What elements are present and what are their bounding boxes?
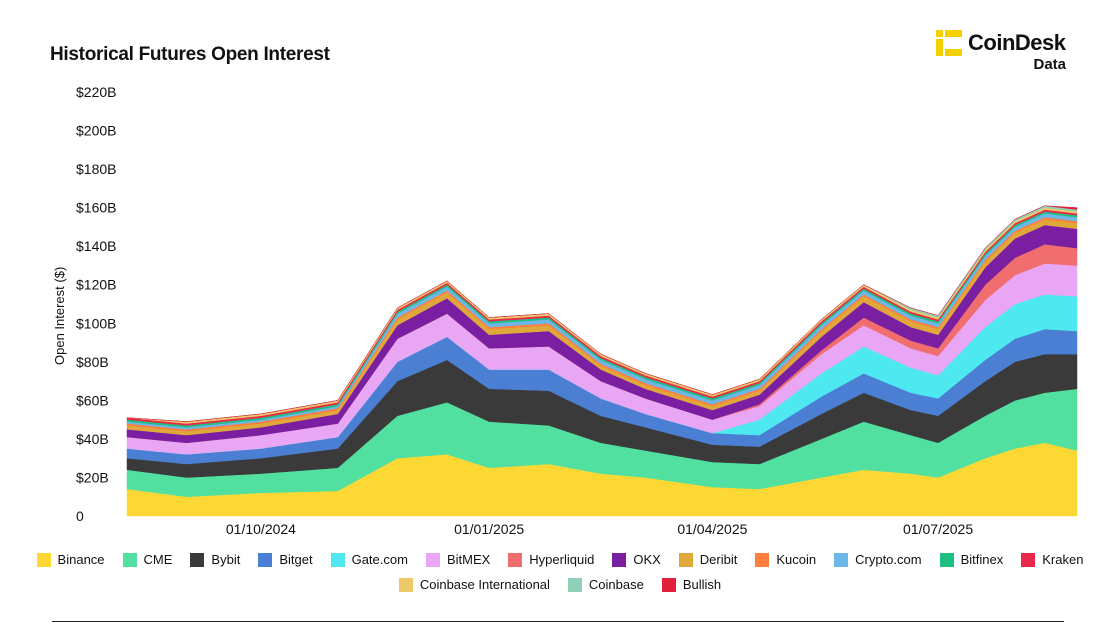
legend-item: OKX bbox=[612, 552, 661, 567]
legend-label: Binance bbox=[57, 552, 105, 567]
y-tick-label: $40B bbox=[76, 431, 109, 447]
legend-label: Crypto.com bbox=[855, 552, 922, 567]
bottom-divider bbox=[52, 621, 1064, 622]
legend-item: Kucoin bbox=[755, 552, 816, 567]
y-tick-label: $60B bbox=[76, 392, 109, 408]
legend-swatch bbox=[678, 552, 693, 567]
legend-label: Bitfinex bbox=[960, 552, 1004, 567]
legend-label: Deribit bbox=[699, 552, 738, 567]
chart-title: Historical Futures Open Interest bbox=[50, 44, 330, 65]
legend-item: Deribit bbox=[678, 552, 738, 567]
legend-swatch bbox=[567, 577, 582, 592]
legend-swatch bbox=[661, 577, 676, 592]
legend-label: Hyperliquid bbox=[529, 552, 595, 567]
legend-item: Kraken bbox=[1021, 552, 1083, 567]
legend-item: Bitget bbox=[258, 552, 313, 567]
legend-item: Crypto.com bbox=[834, 552, 922, 567]
x-tick-label: 01/04/2025 bbox=[677, 521, 747, 537]
y-tick-label: 0 bbox=[76, 508, 84, 524]
legend-swatch bbox=[122, 552, 137, 567]
legend-swatch bbox=[258, 552, 273, 567]
y-tick-label: $220B bbox=[76, 84, 116, 100]
legend-label: Coinbase International bbox=[419, 577, 550, 592]
legend-swatch bbox=[612, 552, 627, 567]
legend-item: Bitfinex bbox=[939, 552, 1004, 567]
legend-swatch bbox=[190, 552, 205, 567]
y-tick-label: $180B bbox=[76, 161, 116, 177]
y-tick-label: $20B bbox=[76, 469, 109, 485]
legend-label: Bullish bbox=[682, 577, 722, 592]
legend-swatch bbox=[1021, 552, 1036, 567]
legend-item: CME bbox=[122, 552, 173, 567]
legend-item: Bybit bbox=[190, 552, 240, 567]
legend-swatch bbox=[939, 552, 954, 567]
x-tick-label: 01/01/2025 bbox=[454, 521, 524, 537]
y-tick-label: $80B bbox=[76, 354, 109, 370]
y-tick-label: $200B bbox=[76, 123, 116, 139]
legend-swatch bbox=[834, 552, 849, 567]
legend-row: Coinbase International Coinbase Bullish bbox=[0, 577, 1120, 592]
x-tick-label: 01/07/2025 bbox=[903, 521, 973, 537]
legend-label: Kraken bbox=[1042, 552, 1084, 567]
legend-item: Binance bbox=[36, 552, 105, 567]
y-tick-label: $140B bbox=[76, 238, 116, 254]
legend-row: Binance CME Bybit Bitget Gate.com BitMEX Hyper… bbox=[0, 552, 1120, 567]
legend-label: Coinbase bbox=[588, 577, 644, 592]
coindesk-logo: CoinDesk Data bbox=[936, 28, 1066, 76]
legend-label: BitMEX bbox=[446, 552, 491, 567]
x-tick-label: 01/10/2024 bbox=[226, 521, 296, 537]
y-tick-label: $100B bbox=[76, 315, 116, 331]
legend-swatch bbox=[755, 552, 770, 567]
legend-label: CME bbox=[143, 552, 173, 567]
legend-label: Kucoin bbox=[776, 552, 817, 567]
y-tick-label: $160B bbox=[76, 200, 116, 216]
legend-swatch bbox=[508, 552, 523, 567]
brand-sub: Data bbox=[1033, 56, 1066, 73]
y-tick-label: $120B bbox=[76, 277, 116, 293]
coindesk-mark-icon bbox=[936, 30, 962, 56]
legend-item: BitMEX bbox=[425, 552, 491, 567]
legend-swatch bbox=[425, 552, 440, 567]
legend-label: Bybit bbox=[211, 552, 241, 567]
legend-item: Hyperliquid bbox=[508, 552, 594, 567]
legend-swatch bbox=[398, 577, 413, 592]
legend-label: Bitget bbox=[279, 552, 313, 567]
legend-item: Coinbase bbox=[567, 577, 644, 592]
chart-legend: Binance CME Bybit Bitget Gate.com BitMEX Hyper… bbox=[0, 552, 1120, 602]
brand-name: CoinDesk bbox=[968, 30, 1066, 55]
legend-item: Gate.com bbox=[330, 552, 408, 567]
series-area-bullish bbox=[126, 205, 1078, 422]
legend-item: Bullish bbox=[661, 577, 722, 592]
legend-swatch bbox=[36, 552, 51, 567]
legend-label: OKX bbox=[633, 552, 661, 567]
legend-item: Coinbase International bbox=[398, 577, 550, 592]
legend-label: Gate.com bbox=[351, 552, 408, 567]
legend-swatch bbox=[330, 552, 345, 567]
